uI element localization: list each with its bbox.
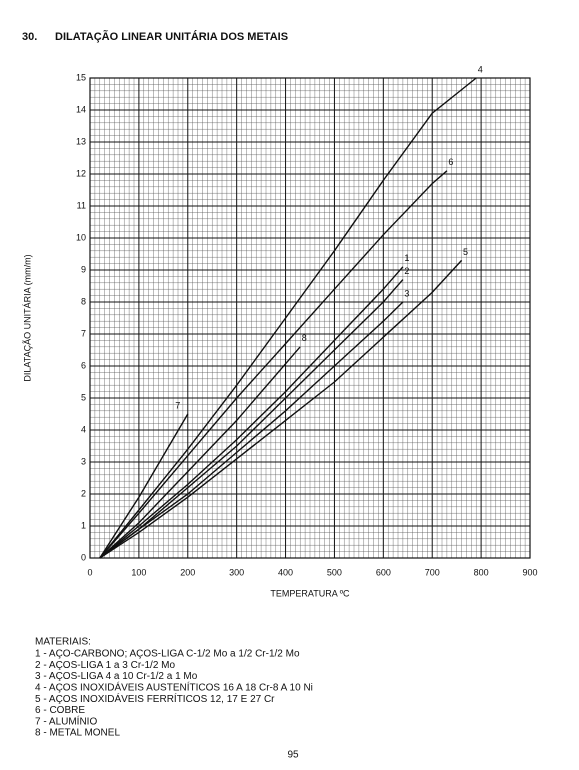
y-tick-label: 5: [81, 392, 86, 402]
x-tick-label: 300: [229, 567, 244, 577]
x-tick-label: 0: [87, 567, 92, 577]
material-item: 3 - AÇOS-LIGA 4 a 10 Cr-1/2 a 1 Mo: [35, 671, 198, 682]
material-item: 1 - AÇO-CARBONO; AÇOS-LIGA C-1/2 Mo a 1/…: [35, 649, 300, 660]
y-axis-label: DILATAÇÃO UNITÁRIA (mm/m): [22, 254, 32, 381]
y-tick-label: 3: [81, 456, 86, 466]
x-tick-label: 400: [278, 567, 293, 577]
materials-title: MATERIAIS:: [35, 637, 91, 648]
curve-label: 8: [302, 333, 307, 343]
y-tick-label: 15: [76, 72, 86, 82]
x-tick-label: 600: [376, 567, 391, 577]
y-tick-label: 12: [76, 168, 86, 178]
y-tick-label: 9: [81, 264, 86, 274]
curve-label: 7: [175, 400, 180, 410]
x-tick-label: 200: [180, 567, 195, 577]
plot-frame: [89, 77, 531, 559]
x-tick-label: 900: [522, 567, 537, 577]
chart-number: 30.: [22, 31, 37, 43]
y-tick-label: 13: [76, 136, 86, 146]
page-number: 95: [287, 750, 299, 761]
y-tick-label: 7: [81, 328, 86, 338]
curve-label: 1: [404, 253, 409, 263]
material-item: 7 - ALUMÍNIO: [35, 714, 97, 727]
y-tick-label: 10: [76, 232, 86, 242]
curve: [99, 259, 463, 559]
curve-label: 6: [448, 157, 453, 167]
curve: [99, 413, 189, 559]
material-item: 4 - AÇOS INOXIDÁVEIS AUSTENÍTICOS 16 A 1…: [35, 681, 313, 694]
y-tick-label: 1: [81, 520, 86, 530]
x-tick-label: 500: [327, 567, 342, 577]
curve-label: 2: [404, 266, 409, 276]
chart-title: DILATAÇÃO LINEAR UNITÁRIA DOS METAIS: [55, 30, 288, 43]
curve-label: 4: [478, 64, 483, 74]
curve: [99, 301, 404, 559]
curve: [99, 77, 477, 559]
curve: [99, 346, 301, 559]
y-tick-label: 8: [81, 296, 86, 306]
material-item: 5 - AÇOS INOXIDÁVEIS FERRÍTICOS 12, 17 E…: [35, 692, 275, 705]
x-tick-label: 700: [425, 567, 440, 577]
x-tick-label: 100: [131, 567, 146, 577]
x-tick-label: 800: [474, 567, 489, 577]
curve: [99, 279, 404, 559]
curve: [99, 266, 404, 559]
curve-label: 3: [404, 288, 409, 298]
y-tick-label: 6: [81, 360, 86, 370]
y-tick-label: 4: [81, 424, 86, 434]
y-tick-label: 0: [81, 552, 86, 562]
curve-label: 5: [463, 247, 468, 257]
material-item: 8 - METAL MONEL: [35, 728, 120, 739]
x-axis-label: TEMPERATURA ºC: [270, 588, 350, 598]
curve: [99, 170, 448, 559]
y-tick-label: 11: [77, 200, 86, 210]
y-tick-label: 14: [76, 104, 86, 114]
material-item: 2 - AÇOS-LIGA 1 a 3 Cr-1/2 Mo: [35, 660, 175, 671]
y-tick-label: 2: [81, 488, 86, 498]
material-item: 6 - COBRE: [35, 705, 85, 716]
